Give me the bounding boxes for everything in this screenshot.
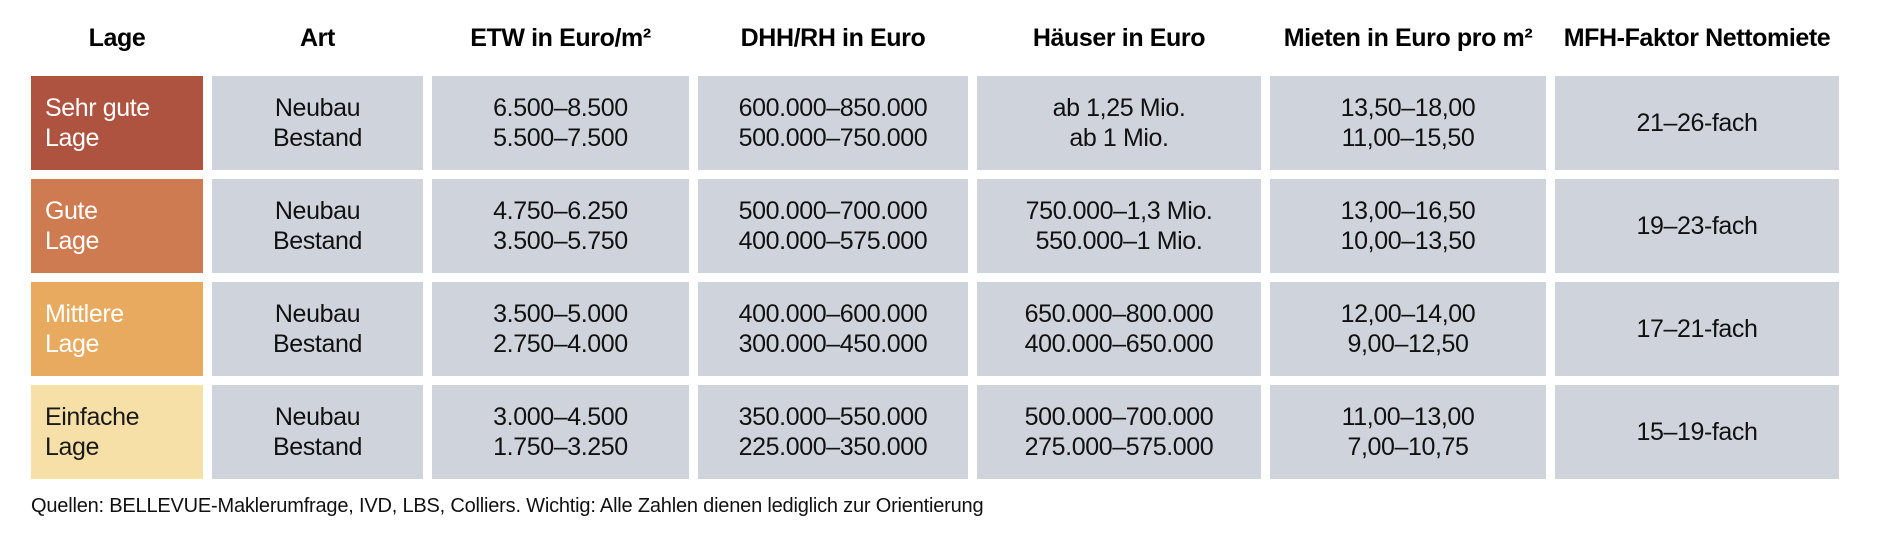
etw-cell: 6.500–8.500 5.500–7.500 [432, 76, 689, 170]
lage-label-line: Gute [45, 197, 98, 225]
mieten-neubau-value: 12,00–14,00 [1340, 300, 1476, 328]
haeuser-bestand-value: 275.000–575.000 [1024, 433, 1214, 461]
dhh-rh-cell: 350.000–550.000 225.000–350.000 [698, 385, 968, 479]
haeuser-cell: 750.000–1,3 Mio. 550.000–1 Mio. [977, 179, 1261, 273]
dhh-rh-bestand-value: 300.000–450.000 [738, 330, 928, 358]
art-cell: Neubau Bestand [212, 385, 423, 479]
etw-bestand-value: 5.500–7.500 [493, 124, 628, 152]
haeuser-neubau-value: ab 1,25 Mio. [1052, 94, 1186, 122]
dhh-rh-cell: 400.000–600.000 300.000–450.000 [698, 282, 968, 376]
art-neubau-label: Neubau [274, 300, 361, 328]
etw-neubau-value: 4.750–6.250 [493, 197, 628, 225]
lage-cell: Gute Lage [31, 179, 203, 273]
mfh-faktor-value: 21–26-fach [1636, 109, 1758, 137]
etw-bestand-value: 2.750–4.000 [493, 330, 628, 358]
column-header-haeuser: Häuser in Euro [1032, 24, 1206, 52]
haeuser-cell: 500.000–700.000 275.000–575.000 [977, 385, 1261, 479]
haeuser-neubau-value: 650.000–800.000 [1024, 300, 1214, 328]
dhh-rh-bestand-value: 500.000–750.000 [738, 124, 928, 152]
haeuser-cell: 650.000–800.000 400.000–650.000 [977, 282, 1261, 376]
mfh-faktor-value: 15–19-fach [1636, 418, 1758, 446]
art-bestand-label: Bestand [273, 124, 362, 152]
mfh-faktor-cell: 19–23-fach [1555, 179, 1839, 273]
etw-neubau-value: 6.500–8.500 [493, 94, 628, 122]
art-bestand-label: Bestand [273, 433, 362, 461]
mieten-bestand-value: 9,00–12,50 [1347, 330, 1469, 358]
dhh-rh-bestand-value: 225.000–350.000 [738, 433, 928, 461]
column-header-lage: Lage [88, 24, 146, 52]
art-neubau-label: Neubau [274, 197, 361, 225]
column-header-dhh-rh: DHH/RH in Euro [740, 24, 926, 52]
mfh-faktor-cell: 15–19-fach [1555, 385, 1839, 479]
dhh-rh-cell: 600.000–850.000 500.000–750.000 [698, 76, 968, 170]
dhh-rh-neubau-value: 500.000–700.000 [738, 197, 928, 225]
haeuser-bestand-value: 400.000–650.000 [1024, 330, 1214, 358]
lage-label-line: Lage [45, 433, 100, 461]
table-grid: Lage Art ETW in Euro/m² DHH/RH in Euro H… [31, 10, 1856, 479]
mieten-bestand-value: 11,00–15,50 [1341, 124, 1475, 152]
mieten-neubau-value: 11,00–13,00 [1341, 403, 1475, 431]
lage-label-line: Sehr gute [45, 94, 150, 122]
mfh-faktor-cell: 21–26-fach [1555, 76, 1839, 170]
mieten-cell: 11,00–13,00 7,00–10,75 [1270, 385, 1546, 479]
column-header-art: Art [300, 24, 335, 52]
art-neubau-label: Neubau [274, 94, 361, 122]
mieten-bestand-value: 7,00–10,75 [1347, 433, 1469, 461]
lage-label-line: Einfache [45, 403, 140, 431]
lage-cell: Einfache Lage [31, 385, 203, 479]
etw-cell: 3.000–4.500 1.750–3.250 [432, 385, 689, 479]
art-bestand-label: Bestand [273, 330, 362, 358]
art-cell: Neubau Bestand [212, 282, 423, 376]
mieten-neubau-value: 13,00–16,50 [1340, 197, 1476, 225]
etw-neubau-value: 3.500–5.000 [493, 300, 628, 328]
mieten-cell: 13,50–18,00 11,00–15,50 [1270, 76, 1546, 170]
dhh-rh-neubau-value: 400.000–600.000 [738, 300, 928, 328]
mfh-faktor-value: 17–21-fach [1636, 315, 1758, 343]
dhh-rh-neubau-value: 350.000–550.000 [738, 403, 928, 431]
art-neubau-label: Neubau [274, 403, 361, 431]
etw-cell: 4.750–6.250 3.500–5.750 [432, 179, 689, 273]
lage-label-line: Lage [45, 227, 100, 255]
haeuser-neubau-value: 500.000–700.000 [1024, 403, 1214, 431]
column-header-mfh-faktor: MFH-Faktor Nettomiete [1563, 24, 1831, 52]
haeuser-bestand-value: ab 1 Mio. [1069, 124, 1169, 152]
haeuser-bestand-value: 550.000–1 Mio. [1035, 227, 1203, 255]
lage-label-line: Lage [45, 124, 100, 152]
art-cell: Neubau Bestand [212, 76, 423, 170]
mieten-bestand-value: 10,00–13,50 [1340, 227, 1476, 255]
etw-cell: 3.500–5.000 2.750–4.000 [432, 282, 689, 376]
source-note: Quellen: BELLEVUE-Maklerumfrage, IVD, LB… [31, 495, 984, 517]
mieten-cell: 13,00–16,50 10,00–13,50 [1270, 179, 1546, 273]
etw-neubau-value: 3.000–4.500 [493, 403, 628, 431]
etw-bestand-value: 3.500–5.750 [493, 227, 628, 255]
column-header-mieten: Mieten in Euro pro m² [1283, 24, 1533, 52]
lage-cell: Sehr gute Lage [31, 76, 203, 170]
haeuser-neubau-value: 750.000–1,3 Mio. [1025, 197, 1213, 225]
column-header-etw: ETW in Euro/m² [470, 24, 651, 52]
mieten-neubau-value: 13,50–18,00 [1340, 94, 1476, 122]
lage-label-line: Mittlere [45, 300, 124, 328]
dhh-rh-neubau-value: 600.000–850.000 [738, 94, 928, 122]
haeuser-cell: ab 1,25 Mio. ab 1 Mio. [977, 76, 1261, 170]
lage-label-line: Lage [45, 330, 100, 358]
mfh-faktor-value: 19–23-fach [1636, 212, 1758, 240]
dhh-rh-cell: 500.000–700.000 400.000–575.000 [698, 179, 968, 273]
mfh-faktor-cell: 17–21-fach [1555, 282, 1839, 376]
etw-bestand-value: 1.750–3.250 [493, 433, 628, 461]
lage-cell: Mittlere Lage [31, 282, 203, 376]
dhh-rh-bestand-value: 400.000–575.000 [738, 227, 928, 255]
mieten-cell: 12,00–14,00 9,00–12,50 [1270, 282, 1546, 376]
price-table: Lage Art ETW in Euro/m² DHH/RH in Euro H… [31, 10, 1856, 479]
art-cell: Neubau Bestand [212, 179, 423, 273]
art-bestand-label: Bestand [273, 227, 362, 255]
